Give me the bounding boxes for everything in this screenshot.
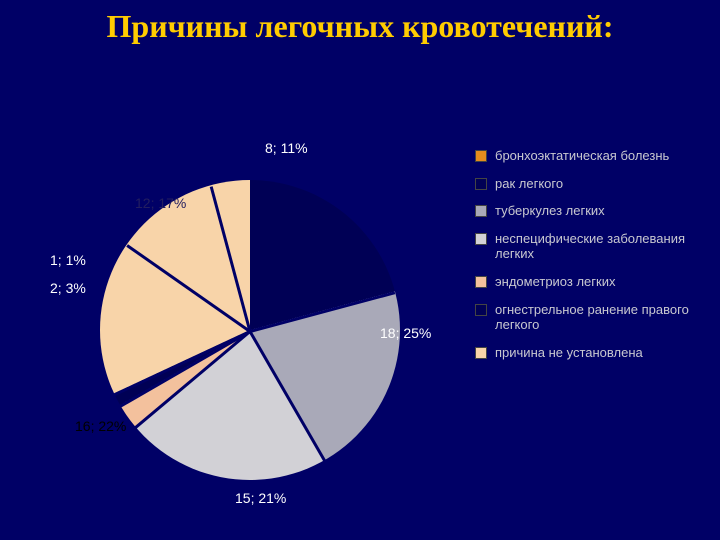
legend-swatch (475, 178, 487, 190)
legend-label: рак легкого (495, 176, 563, 192)
legend-label: неспецифические заболевания легких (495, 231, 710, 262)
legend-item: бронхоэктатическая болезнь (475, 148, 710, 164)
pie-separator (250, 291, 396, 333)
pie-data-label: 15; 21% (235, 490, 286, 506)
pie-chart (100, 180, 400, 480)
pie-data-label: 18; 25% (380, 325, 431, 341)
pie-separator (134, 330, 251, 429)
legend-label: бронхоэктатическая болезнь (495, 148, 669, 164)
legend-item: неспецифические заболевания легких (475, 231, 710, 262)
legend-swatch (475, 276, 487, 288)
legend-item: причина не установлена (475, 345, 710, 361)
legend-item: рак легкого (475, 176, 710, 192)
pie-separator (126, 244, 251, 332)
legend-swatch (475, 347, 487, 359)
pie-data-label: 12; 17% (135, 195, 186, 211)
page-title: Причины легочных кровотечений: (0, 8, 720, 45)
legend-label: эндометриоз легких (495, 274, 615, 290)
legend-swatch (475, 233, 487, 245)
legend-item: туберкулез легких (475, 203, 710, 219)
pie (100, 180, 400, 480)
pie-data-label: 2; 3% (50, 280, 86, 296)
pie-data-label: 8; 11% (265, 140, 308, 156)
legend-swatch (475, 150, 487, 162)
legend-label: туберкулез легких (495, 203, 605, 219)
pie-data-label: 16; 22% (75, 418, 126, 434)
legend: бронхоэктатическая болезнь рак легкого туб… (475, 148, 710, 372)
legend-item: эндометриоз легких (475, 274, 710, 290)
pie-separator (249, 331, 327, 462)
legend-swatch (475, 304, 487, 316)
legend-label: огнестрельное ранение правого легкого (495, 302, 710, 333)
legend-item: огнестрельное ранение правого легкого (475, 302, 710, 333)
legend-swatch (475, 205, 487, 217)
pie-data-label: 1; 1% (50, 252, 86, 268)
legend-label: причина не установлена (495, 345, 643, 361)
slide: Причины легочных кровотечений: бронхоэкт… (0, 0, 720, 540)
